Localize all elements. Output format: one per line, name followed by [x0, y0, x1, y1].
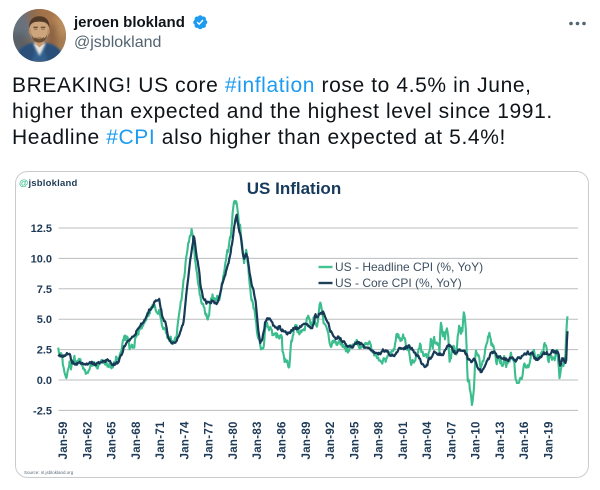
svg-text:5.0: 5.0 [37, 314, 52, 326]
svg-text:Jan-74: Jan-74 [180, 421, 192, 460]
svg-text:Jan-13: Jan-13 [495, 421, 507, 459]
svg-text:Jan-16: Jan-16 [519, 421, 531, 459]
svg-text:Jan-77: Jan-77 [204, 421, 216, 459]
svg-text:Jan-04: Jan-04 [422, 421, 434, 460]
svg-text:Jan-71: Jan-71 [155, 421, 167, 460]
svg-text:Jan-59: Jan-59 [58, 421, 70, 459]
svg-text:Jan-68: Jan-68 [131, 421, 143, 460]
svg-text:-2.5: -2.5 [33, 405, 52, 417]
svg-text:Jan-62: Jan-62 [83, 421, 95, 459]
svg-text:Jan-65: Jan-65 [107, 421, 119, 460]
svg-text:Jan-83: Jan-83 [252, 421, 264, 459]
svg-text:Jan-86: Jan-86 [277, 421, 289, 459]
svg-text:Jan-10: Jan-10 [471, 421, 483, 459]
svg-text:US - Headline CPI (%, YoY): US - Headline CPI (%, YoY) [335, 260, 483, 274]
svg-text:Jan-07: Jan-07 [446, 421, 458, 459]
svg-text:Jan-01: Jan-01 [398, 421, 410, 460]
svg-text:7.5: 7.5 [37, 284, 52, 296]
svg-text:Jan-89: Jan-89 [301, 421, 313, 459]
svg-text:12.5: 12.5 [31, 223, 52, 235]
svg-text:@jsblokland: @jsblokland [19, 178, 77, 189]
svg-text:10.0: 10.0 [31, 253, 52, 265]
svg-text:0.0: 0.0 [37, 375, 52, 387]
svg-text:Jan-98: Jan-98 [374, 421, 386, 460]
svg-text:US Inflation: US Inflation [247, 179, 341, 198]
svg-text:Source: nl.jsblokland.org: Source: nl.jsblokland.org [24, 470, 74, 475]
svg-text:Jan-95: Jan-95 [349, 421, 361, 460]
svg-text:Jan-80: Jan-80 [228, 421, 240, 459]
svg-text:Jan-92: Jan-92 [325, 421, 337, 459]
svg-text:2.5: 2.5 [37, 345, 52, 357]
svg-text:US - Core CPI (%, YoY): US - Core CPI (%, YoY) [335, 276, 462, 290]
svg-text:Jan-19: Jan-19 [543, 421, 555, 459]
